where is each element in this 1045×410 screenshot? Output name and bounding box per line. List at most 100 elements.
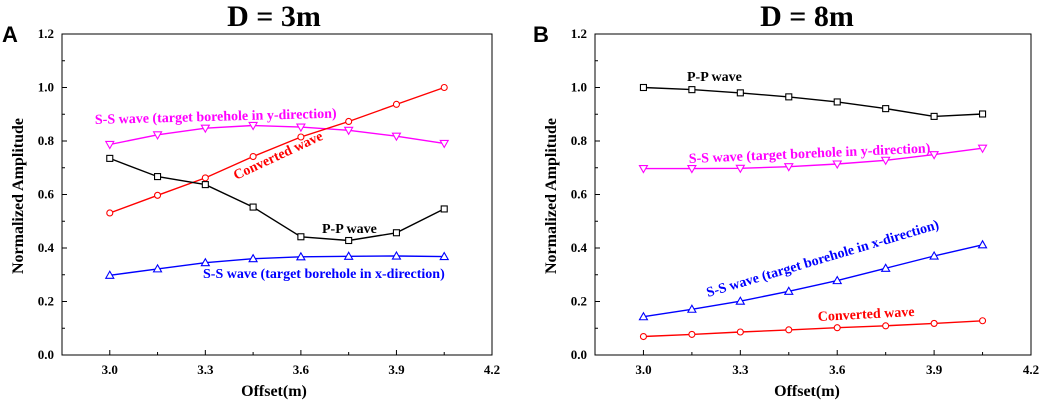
panel-b-point-s-s-wave-target-borehole-in-x-direction bbox=[929, 250, 940, 260]
panel-a-point-converted-wave bbox=[249, 152, 257, 161]
panel-a-point-p-p-wave bbox=[392, 229, 400, 237]
panel-b-point-s-s-wave-target-borehole-in-x-direction bbox=[977, 239, 988, 249]
panel-a-point-p-p-wave bbox=[249, 203, 257, 211]
panel-a-x-tick-label: 3.6 bbox=[293, 362, 310, 377]
panel-a-point-p-p-wave bbox=[154, 173, 162, 181]
panel-b-y-tick-label: 0.8 bbox=[571, 133, 588, 148]
panel-b-x-label: Offset(m) bbox=[774, 383, 840, 400]
panel-b-point-s-s-wave-target-borehole-in-y-direction bbox=[929, 151, 940, 160]
panel-b-line-p-p-wave bbox=[643, 86, 983, 118]
panel-a-y-tick-label: 0.6 bbox=[38, 187, 55, 202]
panel-a-point-p-p-wave bbox=[106, 154, 114, 162]
panel-b-y-tick-label: 0.4 bbox=[571, 240, 588, 255]
panel-b-point-s-s-wave-target-borehole-in-x-direction bbox=[686, 304, 697, 313]
panel-a-point-s-s-wave-target-borehole-in-x-direction bbox=[343, 251, 354, 260]
panel-b-point-p-p-wave bbox=[833, 98, 841, 106]
panel-a-x-tick-label: 3.9 bbox=[388, 362, 405, 377]
panel-a-point-s-s-wave-target-borehole-in-y-direction bbox=[200, 124, 211, 134]
panel-a-point-converted-wave bbox=[392, 100, 400, 108]
panel-a-line-s-s-wave-target-borehole-in-y-direction bbox=[109, 124, 445, 146]
panel-a-point-converted-wave bbox=[440, 83, 448, 92]
panel-a-annotation-converted: Converted wave bbox=[231, 129, 325, 184]
panel-b-y-tick-label: 0.0 bbox=[571, 347, 587, 362]
panel-a-y-tick-label: 0.2 bbox=[38, 294, 54, 309]
panel-b-point-p-p-wave bbox=[979, 110, 987, 118]
panel-a-x-label: Offset(m) bbox=[241, 383, 307, 400]
panel-b-point-s-s-wave-target-borehole-in-y-direction bbox=[880, 156, 891, 166]
panel-a: A D = 3m Offset(m) Normalized Amplitude … bbox=[2, 0, 500, 400]
panel-a-x-tick-label: 3.3 bbox=[197, 362, 214, 377]
panel-a-point-p-p-wave bbox=[201, 181, 209, 189]
panel-a-point-s-s-wave-target-borehole-in-y-direction bbox=[248, 121, 259, 131]
panel-a-y-tick-label: 0.0 bbox=[38, 347, 54, 362]
panel-b-y-tick-label: 1.0 bbox=[571, 80, 587, 95]
panel-b-point-s-s-wave-target-borehole-in-y-direction bbox=[832, 160, 843, 170]
panel-a-line-s-s-wave-target-borehole-in-x-direction bbox=[109, 255, 445, 276]
panel-a-y-tick-label: 0.4 bbox=[38, 240, 55, 255]
panel-a-plot-frame bbox=[61, 33, 493, 356]
panel-a-point-converted-wave bbox=[154, 191, 162, 199]
panel-b-point-s-s-wave-target-borehole-in-y-direction bbox=[783, 163, 794, 172]
panel-b-y-tick-label: 0.6 bbox=[571, 187, 588, 202]
panel-b-annotation-pp: P-P wave bbox=[687, 70, 742, 85]
panel-b-point-converted-wave bbox=[736, 328, 744, 336]
panel-b-y-tick-label: 1.2 bbox=[571, 26, 587, 41]
panel-a-point-s-s-wave-target-borehole-in-y-direction bbox=[343, 126, 354, 136]
panel-b-x-tick-label: 3.3 bbox=[732, 362, 749, 377]
panel-a-x-tick-label: 4.2 bbox=[484, 362, 500, 377]
panel-b-annotation-ss-y: S-S wave (target borehole in y-direction… bbox=[689, 141, 931, 167]
panel-b-point-p-p-wave bbox=[688, 86, 696, 94]
panel-a-annotation-pp: P-P wave bbox=[322, 222, 377, 237]
panel-b-axes: 0.0 0.2 0.4 0.6 0.8 1.0 1.2 3.0 3.3 3.6 3.9 4.2 bbox=[571, 26, 1039, 377]
panel-a-point-s-s-wave-target-borehole-in-y-direction bbox=[391, 132, 402, 142]
panel-a-point-s-s-wave-target-borehole-in-x-direction bbox=[295, 251, 306, 261]
panel-a-point-p-p-wave bbox=[440, 205, 448, 213]
panel-a-point-s-s-wave-target-borehole-in-x-direction bbox=[248, 253, 259, 263]
panel-b-x-tick-label: 4.2 bbox=[1023, 362, 1039, 377]
panel-b-point-s-s-wave-target-borehole-in-x-direction bbox=[832, 275, 843, 285]
panel-a-point-s-s-wave-target-borehole-in-x-direction bbox=[104, 270, 115, 279]
panel-b-point-converted-wave bbox=[979, 317, 987, 325]
panel-b-point-s-s-wave-target-borehole-in-y-direction bbox=[686, 165, 697, 174]
panel-b-x-tick-label: 3.9 bbox=[926, 362, 943, 377]
panel-b-point-s-s-wave-target-borehole-in-x-direction bbox=[735, 296, 746, 305]
panel-a-point-converted-wave bbox=[201, 174, 209, 182]
panel-a-annotation-ss-y: S-S wave (target borehole in y-direction… bbox=[95, 107, 337, 128]
panel-a-x-tick-label: 3.0 bbox=[102, 362, 118, 377]
panel-b-x-tick-label: 3.6 bbox=[829, 362, 846, 377]
panel-a-point-s-s-wave-target-borehole-in-y-direction bbox=[152, 131, 163, 140]
panel-a-y-tick-label: 0.8 bbox=[38, 133, 55, 148]
panel-b-point-p-p-wave bbox=[785, 93, 793, 101]
panel-b-point-s-s-wave-target-borehole-in-x-direction bbox=[880, 263, 891, 272]
panel-a-point-s-s-wave-target-borehole-in-y-direction bbox=[295, 123, 306, 133]
panel-b: B D = 8m Offset(m) Normalized Amplitude … bbox=[533, 0, 1039, 400]
panel-a-annotation-ss-x: S-S wave (target borehole in x-direction… bbox=[203, 267, 445, 282]
panel-b-annotation-converted: Converted wave bbox=[817, 305, 914, 325]
panel-a-point-s-s-wave-target-borehole-in-x-direction bbox=[152, 263, 163, 273]
panel-a-point-s-s-wave-target-borehole-in-x-direction bbox=[200, 257, 211, 267]
panel-a-y-tick-label: 1.0 bbox=[38, 80, 54, 95]
panel-b-point-converted-wave bbox=[688, 330, 696, 338]
panel-b-annotations: P-P wave S-S wave (target borehole in y-… bbox=[687, 70, 941, 325]
panel-b-point-s-s-wave-target-borehole-in-y-direction bbox=[977, 144, 988, 154]
panel-b-point-converted-wave bbox=[639, 332, 647, 341]
panel-a-point-converted-wave bbox=[297, 133, 305, 141]
panel-b-point-s-s-wave-target-borehole-in-x-direction bbox=[638, 311, 649, 321]
panel-a-axes: 0.0 0.2 0.4 0.6 0.8 1.0 1.2 3.0 3.3 3.6 3.9 4.2 bbox=[38, 26, 500, 377]
panel-b-line-converted-wave bbox=[643, 320, 983, 338]
panel-a-point-s-s-wave-target-borehole-in-y-direction bbox=[104, 140, 115, 150]
panel-b-letter: B bbox=[533, 22, 549, 47]
panel-a-point-converted-wave bbox=[345, 117, 353, 126]
panel-a-line-p-p-wave bbox=[109, 157, 445, 242]
panel-b-series bbox=[638, 83, 988, 341]
panel-b-point-p-p-wave bbox=[639, 83, 647, 92]
panel-b-point-s-s-wave-target-borehole-in-y-direction bbox=[735, 164, 746, 174]
panel-a-point-s-s-wave-target-borehole-in-x-direction bbox=[439, 251, 450, 261]
panel-b-title: D = 8m bbox=[760, 0, 854, 33]
panel-b-y-label: Normalized Amplitude bbox=[543, 118, 560, 274]
panel-b-point-converted-wave bbox=[785, 326, 793, 334]
panel-b-point-s-s-wave-target-borehole-in-x-direction bbox=[783, 286, 794, 295]
panel-b-point-converted-wave bbox=[882, 322, 890, 330]
panel-b-point-converted-wave bbox=[930, 319, 938, 327]
